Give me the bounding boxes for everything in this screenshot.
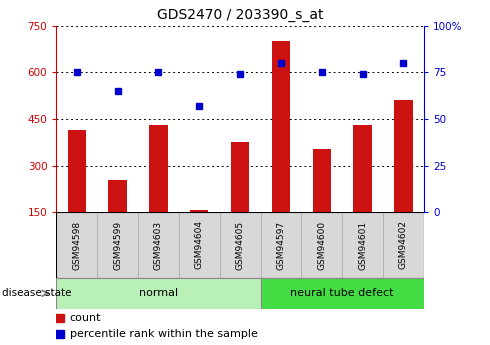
Bar [108,179,127,212]
Bar [56,278,261,309]
Bar [231,142,249,212]
Bar [138,212,179,278]
Text: GSM94604: GSM94604 [195,220,204,269]
Bar [261,278,424,309]
Text: percentile rank within the sample: percentile rank within the sample [70,329,258,339]
Text: GSM94597: GSM94597 [276,220,286,269]
Bar [383,212,424,278]
Text: GSM94605: GSM94605 [236,220,245,269]
Bar [179,212,220,278]
Bar [97,212,138,278]
Bar [313,148,331,212]
Bar [149,125,168,212]
Bar [394,100,413,212]
Bar [272,41,290,212]
Bar [220,212,261,278]
Text: GSM94598: GSM94598 [72,220,81,269]
Bar [353,125,372,212]
Text: GSM94599: GSM94599 [113,220,122,269]
Text: neural tube defect: neural tube defect [291,288,394,298]
Bar [342,212,383,278]
Text: GSM94602: GSM94602 [399,220,408,269]
Title: GDS2470 / 203390_s_at: GDS2470 / 203390_s_at [157,8,323,22]
Text: count: count [70,313,101,323]
Bar [56,212,97,278]
Text: GSM94600: GSM94600 [317,220,326,269]
Text: normal: normal [139,288,178,298]
Bar [261,212,301,278]
Text: GSM94603: GSM94603 [154,220,163,269]
Bar [68,130,86,212]
Text: disease state: disease state [2,288,72,298]
Bar [190,210,208,212]
Bar [301,212,342,278]
Text: GSM94601: GSM94601 [358,220,367,269]
